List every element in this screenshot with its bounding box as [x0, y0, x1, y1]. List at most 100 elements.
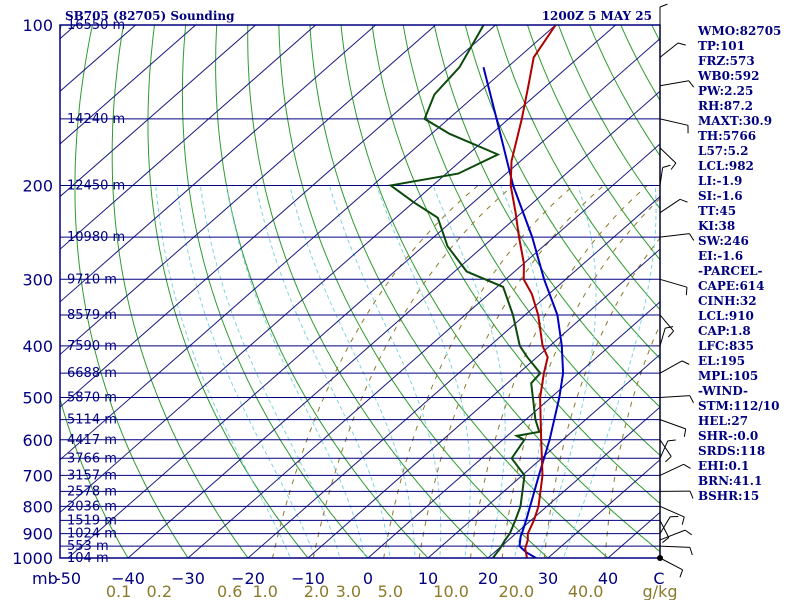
- dry-adiabat: [147, 25, 309, 558]
- dry-adiabat: [433, 25, 660, 408]
- dry-adiabat: [247, 25, 489, 558]
- index-entry: -WIND-: [698, 384, 748, 398]
- dry-adiabat: [402, 25, 660, 457]
- height-label: 5114 m: [67, 413, 117, 428]
- mixing-ratio-label: 10.0: [433, 582, 469, 600]
- index-entry: TT:45: [698, 204, 736, 218]
- wind-barb: [659, 557, 683, 571]
- wind-barb-flag: [679, 569, 684, 578]
- wind-barb-flag: [689, 490, 694, 499]
- moist-adiabat: [538, 185, 597, 558]
- wind-barb: [659, 419, 686, 430]
- index-entry: CAPE:614: [698, 279, 765, 293]
- wind-barb-flag: [667, 330, 674, 338]
- pressure-label: 700: [22, 466, 53, 485]
- wind-barb: [659, 505, 685, 518]
- height-label: 9710 m: [67, 272, 117, 287]
- wind-barb-flag: [679, 198, 688, 203]
- pressure-label: 400: [22, 337, 53, 356]
- temperature-label: 20: [478, 569, 498, 588]
- index-entry: TH:5766: [698, 129, 756, 143]
- wind-barb-flag: [665, 456, 672, 463]
- mixing-ratio-line: [543, 237, 660, 558]
- mixing-ratio-line: [418, 185, 605, 558]
- temperature-label: −30: [171, 569, 205, 588]
- moist-adiabat: [562, 185, 657, 558]
- temperature-label: 10: [418, 569, 438, 588]
- isotherm: [67, 38, 660, 558]
- index-entry: HEL:27: [698, 414, 748, 428]
- index-entry: CAP:1.8: [698, 324, 751, 338]
- dry-adiabat: [464, 25, 660, 360]
- temperature-unit-label: C: [653, 569, 664, 588]
- mixing-ratio-line: [501, 197, 660, 558]
- pressure-label: 300: [22, 270, 53, 289]
- moist-adiabat: [500, 185, 547, 558]
- wind-barb: [659, 439, 672, 457]
- wind-barb: [659, 545, 690, 548]
- wind-barb-flag: [688, 80, 695, 88]
- wind-barb-flag: [689, 395, 694, 404]
- wind-barb-flag: [659, 3, 668, 8]
- surface-wind-marker: [657, 555, 663, 561]
- index-entry: MPL:105: [698, 369, 758, 383]
- dry-adiabat: [181, 25, 369, 558]
- height-label: 8579 m: [67, 308, 117, 323]
- wind-barb: [659, 118, 689, 126]
- temperature-label: -50: [55, 569, 81, 588]
- moist-adiabat: [328, 185, 442, 558]
- mixing-ratio-label: 20.0: [499, 582, 535, 600]
- index-entry: CINH:32: [698, 294, 757, 308]
- valid-time: 1200Z 5 MAY 25: [542, 9, 652, 23]
- mixing-ratio-label: 5.0: [378, 582, 403, 600]
- height-label: 12450 m: [67, 178, 125, 193]
- wind-barb: [659, 360, 683, 374]
- isotherm: [60, 25, 557, 461]
- index-entry: EL:195: [698, 354, 745, 368]
- pressure-label: 200: [22, 176, 53, 195]
- mixing-ratio-label: 0.1: [106, 582, 131, 600]
- moist-adiabat: [432, 185, 506, 558]
- wind-barb: [659, 395, 690, 399]
- height-label: 3766 m: [67, 451, 117, 466]
- height-label: 553 m: [67, 539, 109, 554]
- isotherm: [547, 459, 660, 558]
- index-entry: LCL:982: [698, 159, 754, 173]
- isotherm: [60, 25, 437, 356]
- index-entry: WB0:592: [697, 69, 759, 83]
- wind-barb: [659, 328, 666, 347]
- mixing-ratio-label: 3.0: [336, 582, 361, 600]
- wind-barb-flag: [689, 233, 695, 241]
- wind-barb-flag: [662, 537, 670, 543]
- index-entry: FRZ:573: [698, 54, 755, 68]
- isotherm: [60, 25, 317, 250]
- pressure-label: 600: [22, 431, 53, 450]
- temperature-label: 40: [598, 569, 618, 588]
- temperature-label: 30: [538, 569, 558, 588]
- index-entry: SI:-1.6: [698, 189, 743, 203]
- height-label: 7590 m: [67, 339, 117, 354]
- temperature-label: −10: [291, 569, 325, 588]
- dry-adiabat: [111, 25, 249, 558]
- height-label: 3157 m: [67, 468, 117, 483]
- temperature-curve: [509, 25, 557, 558]
- index-entry: WMO:82705: [697, 24, 781, 38]
- isotherm: [60, 25, 197, 145]
- wind-barb: [659, 520, 670, 538]
- dry-adiabat: [526, 25, 660, 261]
- dry-adiabat: [495, 25, 660, 311]
- wind-barb: [659, 314, 675, 332]
- wind-barb-flag: [689, 547, 693, 556]
- isotherm: [487, 406, 660, 558]
- wind-barb: [659, 198, 681, 214]
- pressure-label: 900: [22, 525, 53, 544]
- isotherm: [127, 90, 660, 558]
- dry-adiabat: [60, 25, 129, 558]
- pressure-label: 100: [22, 16, 53, 35]
- temperature-label: −40: [111, 569, 145, 588]
- wind-barb: [659, 440, 669, 459]
- mixing-ratio-label: 40.0: [568, 582, 604, 600]
- height-label: 10980 m: [67, 230, 125, 245]
